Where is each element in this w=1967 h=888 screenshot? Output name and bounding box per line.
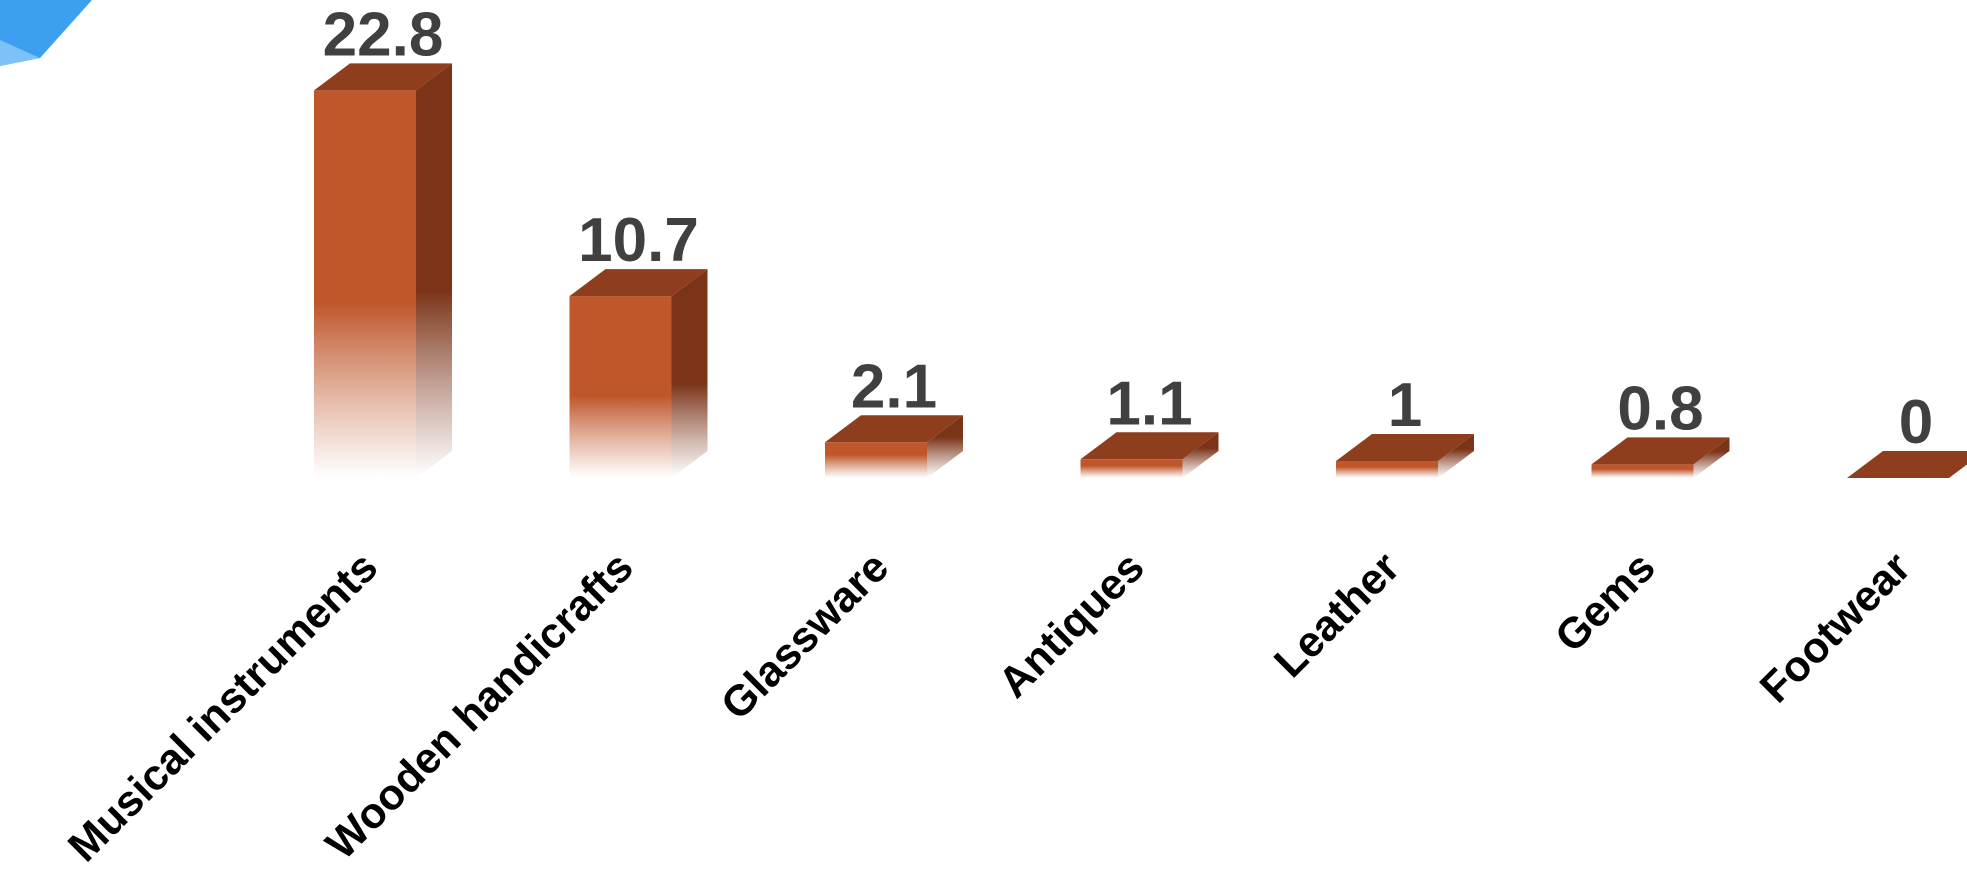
bar-top-face bbox=[1080, 432, 1219, 460]
category-tick-label: Leather bbox=[1265, 543, 1409, 687]
bar-front-face bbox=[1591, 464, 1694, 478]
bar-side-face bbox=[1438, 434, 1474, 478]
bar-side-face bbox=[416, 63, 452, 479]
bar-top-face bbox=[1336, 434, 1474, 461]
bar-gems bbox=[1591, 437, 1730, 478]
data-label: 0 bbox=[1899, 388, 1933, 457]
data-label: 22.8 bbox=[323, 0, 444, 69]
bar-side-face bbox=[927, 415, 963, 478]
bar-glassware bbox=[825, 415, 963, 478]
bar-leather bbox=[1336, 434, 1474, 478]
bar-wooden-handicrafts bbox=[569, 269, 708, 478]
category-tick-label: Antiques bbox=[990, 543, 1154, 707]
bars-group bbox=[314, 63, 1967, 479]
data-label: 0.8 bbox=[1617, 374, 1703, 443]
bar-front-face bbox=[825, 442, 927, 478]
bar-top-face bbox=[314, 63, 452, 91]
data-label: 10.7 bbox=[578, 206, 699, 275]
bar-front-face bbox=[314, 90, 416, 479]
bar-top-face bbox=[825, 415, 963, 443]
bar-top-face bbox=[569, 269, 708, 297]
data-label: 1 bbox=[1388, 371, 1422, 440]
corner-triangle-icon bbox=[0, 0, 92, 66]
bar-side-face bbox=[671, 269, 708, 478]
category-tick-label: Glassware bbox=[712, 543, 898, 729]
bar-front-face bbox=[569, 296, 672, 478]
corner-triangle-shade-icon bbox=[0, 40, 40, 66]
bar-top-face bbox=[1847, 451, 1967, 478]
data-label: 2.1 bbox=[851, 352, 937, 421]
category-tick-label: Footwear bbox=[1751, 543, 1920, 712]
data-label: 1.1 bbox=[1106, 369, 1192, 438]
category-tick-label: Gems bbox=[1546, 543, 1664, 661]
value-labels-group: 22.8 10.7 2.1 1.1 1 0.8 0 bbox=[323, 0, 1934, 457]
bar-musical-instruments bbox=[314, 63, 452, 479]
bar-front-face bbox=[1080, 459, 1183, 478]
bar-footwear bbox=[1847, 451, 1967, 478]
bar-side-face bbox=[1182, 432, 1219, 478]
bar-side-face bbox=[1693, 437, 1730, 478]
corner-decoration-icon bbox=[0, 0, 92, 66]
bar-front-face bbox=[1336, 461, 1438, 478]
bar-antiques bbox=[1080, 432, 1219, 478]
bar-top-face bbox=[1591, 437, 1730, 465]
